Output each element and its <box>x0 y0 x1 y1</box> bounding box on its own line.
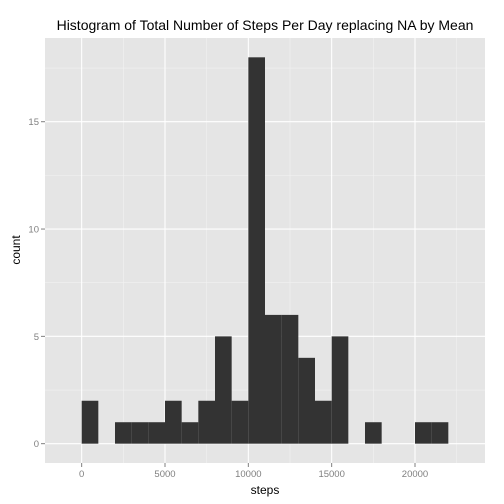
histogram-bar <box>431 422 449 444</box>
x-tick-label: 10000 <box>235 469 261 480</box>
x-tick-label: 5000 <box>154 469 175 480</box>
histogram-bar <box>331 336 349 444</box>
histogram-bar <box>115 422 132 444</box>
histogram-bar <box>281 314 299 444</box>
x-axis-ticks: 0 5000 10000 15000 20000 <box>79 463 428 480</box>
y-axis-ticks: 0 5 10 15 <box>28 117 45 450</box>
histogram-bar <box>231 400 249 444</box>
histogram-bar <box>248 57 265 444</box>
y-tick-label: 5 <box>34 332 39 343</box>
histogram-bar <box>415 422 432 444</box>
histogram-bars <box>81 57 449 444</box>
x-tick-label: 20000 <box>402 469 428 480</box>
histogram-bar <box>165 400 182 444</box>
y-axis-title: count <box>9 235 23 265</box>
histogram-bar <box>365 422 382 444</box>
y-tick-label: 10 <box>28 225 39 236</box>
histogram-bar <box>298 357 315 444</box>
histogram-bar <box>265 314 282 444</box>
y-tick-label: 15 <box>28 117 39 128</box>
histogram-bar <box>131 422 149 444</box>
histogram-bar <box>148 422 165 444</box>
y-tick-label: 0 <box>34 439 39 450</box>
x-tick-label: 15000 <box>318 469 344 480</box>
histogram-bar <box>198 400 215 444</box>
histogram-bar <box>81 400 99 444</box>
x-axis-title: steps <box>251 483 280 497</box>
histogram-bar <box>315 400 332 444</box>
histogram-bar <box>215 336 232 444</box>
x-tick-label: 0 <box>79 469 84 480</box>
histogram-bar <box>181 422 199 444</box>
chart-title: Histogram of Total Number of Steps Per D… <box>57 17 474 33</box>
